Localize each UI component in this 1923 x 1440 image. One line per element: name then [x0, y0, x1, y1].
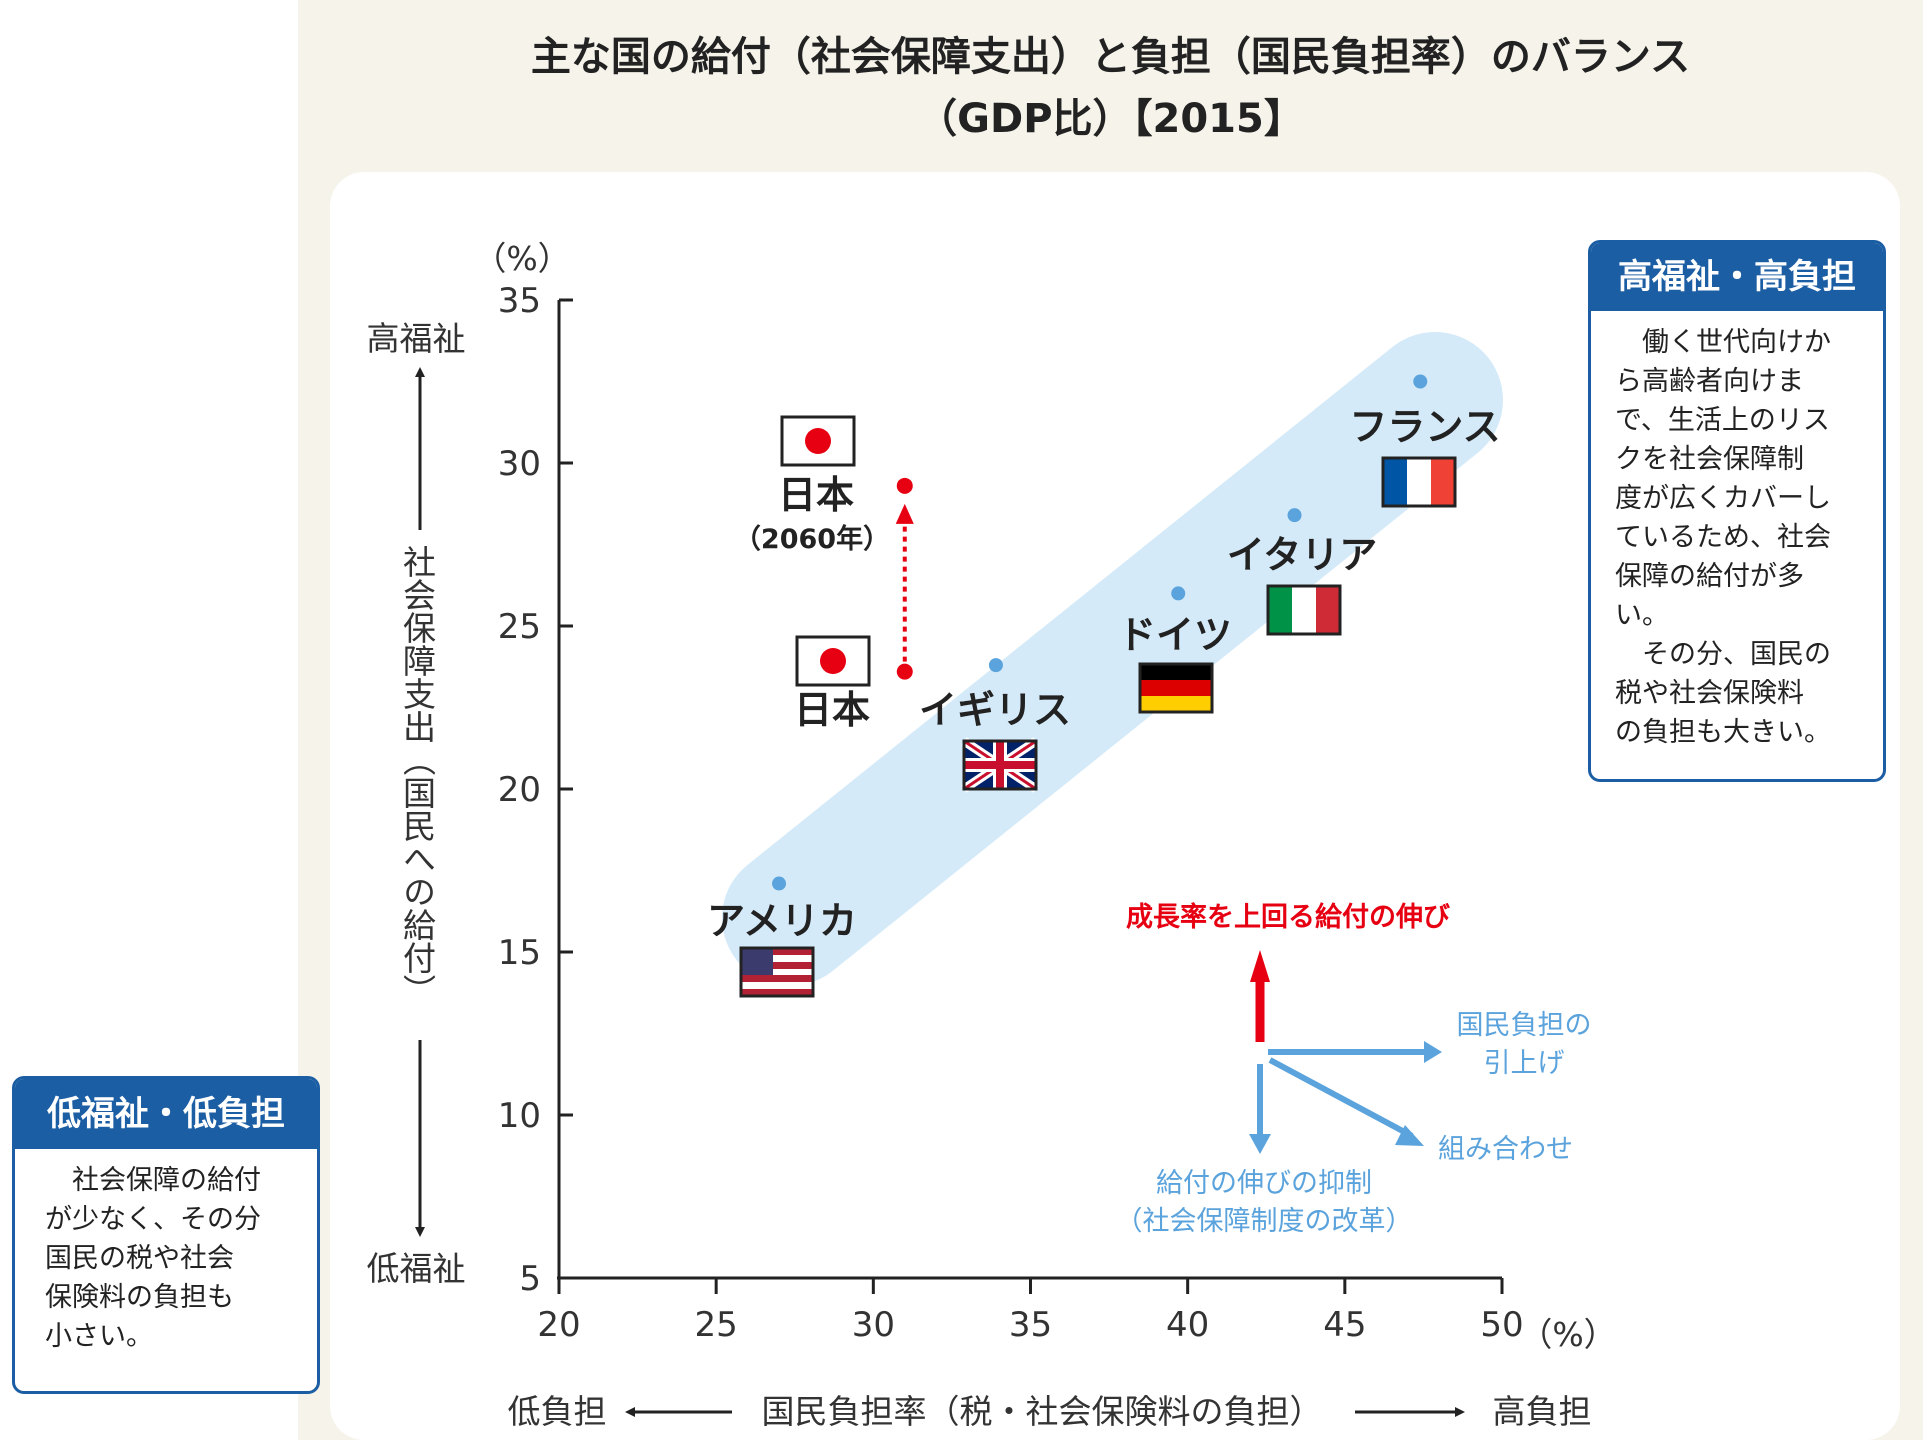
x-high-label: 高負担 [1493, 1392, 1592, 1431]
x-tick-label: 25 [695, 1305, 738, 1345]
label-france: フランス [1349, 405, 1500, 449]
label-uk: イギリス [919, 688, 1071, 732]
uk-flag [961, 737, 1039, 793]
legend-blue-down-arrowhead [1249, 1134, 1271, 1154]
label-japan-2060-year: （2060年） [734, 523, 890, 555]
x-ticks: 20 25 30 35 40 45 50 [537, 1278, 1524, 1345]
japan-projection-arrowhead [895, 503, 914, 524]
legend-restraint-label-2: （社会保障制度の改革） [1116, 1206, 1413, 1237]
text-line: 社会保障の給付 [45, 1165, 261, 1196]
data-point [896, 663, 913, 680]
france-flag [1381, 456, 1457, 508]
text-line: 度が広くカバーし [1615, 483, 1831, 514]
x-tick-label: 40 [1166, 1305, 1209, 1345]
y-tick-label: 25 [498, 607, 541, 647]
chart-subtitle: （GDP比）【2015】 [917, 96, 1304, 142]
cluster-highlight [722, 332, 1503, 986]
label-japan-2060: 日本 [778, 473, 854, 517]
x-tick-label: 20 [537, 1305, 580, 1345]
text-line: い。 [1615, 600, 1669, 631]
us-flag [739, 946, 815, 998]
policy-legend: 成長率を上回る給付の伸び 国民負担の 引上げ 組み合わせ 給付の伸びの抑制 （社… [1116, 901, 1592, 1237]
legend-burden-label-1: 国民負担の [1457, 1010, 1592, 1041]
legend-combination-label: 組み合わせ [1438, 1134, 1573, 1165]
y-tick-label: 35 [498, 281, 541, 321]
text-line: 働く世代向けか [1615, 327, 1831, 358]
high-welfare-text: 働く世代向けか ら高齢者向けま で、生活上のリス クを社会保障制 度が広くカバー… [1591, 311, 1883, 766]
text-line: クを社会保障制 [1615, 444, 1804, 475]
japan-flag [795, 635, 871, 687]
y-ticks: 5 10 15 20 25 30 35 [498, 281, 573, 1299]
high-welfare-title: 高福祉・高負担 [1591, 243, 1883, 311]
data-point [988, 658, 1003, 673]
legend-blue-diagonal-arrowhead [1395, 1125, 1424, 1146]
legend-growth-label: 成長率を上回る給付の伸び [1126, 901, 1450, 933]
text-line: 保険料の負担も [45, 1282, 234, 1313]
label-germany: ドイツ [1118, 613, 1232, 657]
label-japan-2015: 日本 [794, 688, 870, 732]
japan-flag [780, 415, 856, 467]
legend-burden-label-2: 引上げ [1484, 1048, 1565, 1079]
text-line: その分、国民の [1615, 639, 1831, 670]
y-tick-label: 20 [498, 770, 541, 810]
text-line: が少なく、その分 [45, 1204, 261, 1235]
data-point [1287, 508, 1302, 523]
germany-flag [1138, 662, 1214, 714]
chart-title: 主な国の給付（社会保障支出）と負担（国民負担率）のバランス [530, 34, 1691, 80]
low-welfare-box: 低福祉・低負担 社会保障の給付 が少なく、その分 国民の税や社会 保険料の負担も… [12, 1076, 320, 1394]
data-point [1413, 374, 1428, 389]
data-points [772, 374, 1428, 891]
x-tick-label: 35 [1009, 1305, 1052, 1345]
italy-flag [1266, 584, 1342, 636]
x-tick-label: 50 [1480, 1305, 1523, 1345]
y-tick-label: 30 [498, 444, 541, 484]
text-line: 国民の税や社会 [45, 1243, 234, 1274]
text-line: 保障の給付が多 [1615, 561, 1804, 592]
legend-restraint-label-1: 給付の伸びの抑制 [1156, 1168, 1372, 1199]
x-tick-label: 30 [852, 1305, 895, 1345]
data-point [896, 477, 913, 494]
legend-red-up-arrowhead [1250, 950, 1270, 982]
y-high-label: 高福祉 [367, 319, 466, 358]
x-axis-title: 国民負担率（税・社会保険料の負担） [762, 1392, 1323, 1431]
data-point [1171, 586, 1186, 601]
x-low-label: 低負担 [508, 1392, 607, 1431]
y-unit-label: （%） [473, 239, 570, 278]
text-line: ているため、社会 [1615, 522, 1831, 553]
data-point [772, 876, 787, 891]
x-unit-label: （%） [1519, 1315, 1616, 1354]
label-usa: アメリカ [707, 899, 857, 943]
low-welfare-title: 低福祉・低負担 [15, 1079, 317, 1149]
text-line: の負担も大きい。 [1615, 717, 1831, 748]
legend-blue-diagonal-arrow [1268, 1057, 1414, 1139]
high-welfare-box: 高福祉・高負担 働く世代向けか ら高齢者向けま で、生活上のリス クを社会保障制… [1588, 240, 1886, 782]
text-line: で、生活上のリス [1615, 405, 1830, 436]
low-welfare-text: 社会保障の給付 が少なく、その分 国民の税や社会 保険料の負担も 小さい。 [15, 1149, 317, 1370]
y-tick-label: 10 [498, 1096, 541, 1136]
text-line: 小さい。 [45, 1321, 153, 1352]
text-line: ら高齢者向けま [1615, 366, 1804, 397]
y-axis-title: 社会保障支出（国民への給付） [398, 545, 437, 1007]
text-line: 税や社会保険料 [1615, 678, 1804, 709]
label-italy: イタリア [1227, 533, 1377, 577]
legend-blue-right-arrowhead [1424, 1041, 1442, 1063]
y-tick-label: 5 [519, 1259, 541, 1299]
y-tick-label: 15 [498, 933, 541, 973]
y-low-label: 低福祉 [367, 1249, 466, 1288]
x-tick-label: 45 [1323, 1305, 1366, 1345]
